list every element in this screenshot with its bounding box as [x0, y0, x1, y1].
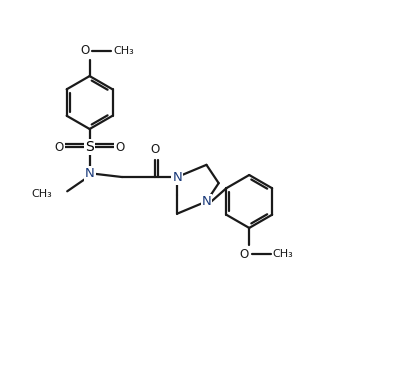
Text: N: N [85, 167, 94, 180]
Text: CH₃: CH₃ [31, 189, 52, 199]
Text: O: O [150, 143, 159, 156]
Text: N: N [172, 170, 182, 183]
Text: CH₃: CH₃ [113, 46, 134, 56]
Text: O: O [80, 44, 89, 57]
Text: O: O [115, 141, 124, 154]
Text: CH₃: CH₃ [273, 249, 293, 259]
Text: O: O [240, 248, 249, 261]
Text: N: N [201, 195, 211, 208]
Text: S: S [85, 140, 94, 154]
Text: O: O [55, 141, 64, 154]
